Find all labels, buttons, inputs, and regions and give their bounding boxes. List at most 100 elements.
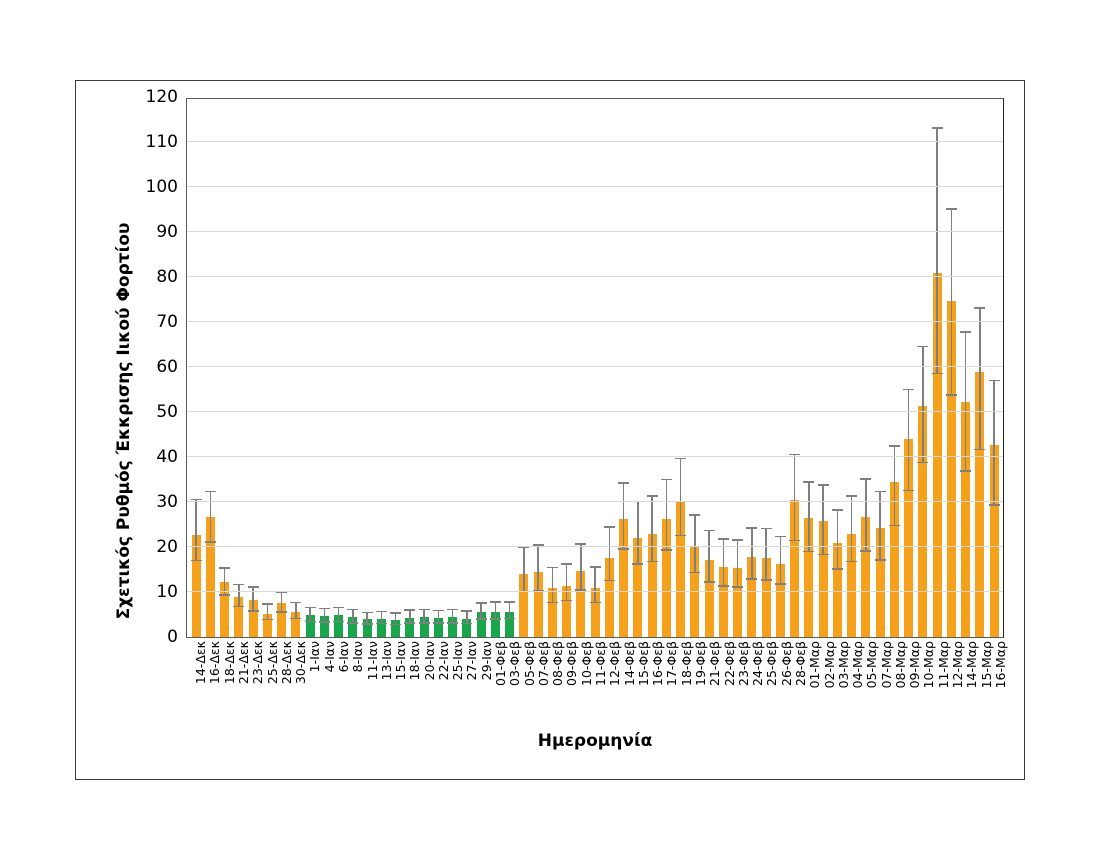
bar-slot[interactable] [203,99,217,637]
bar[interactable] [262,613,272,637]
bar[interactable] [234,596,244,637]
bar-slot[interactable] [987,99,1001,637]
bar-slot[interactable] [275,99,289,637]
bar[interactable] [704,560,714,637]
bar-slot[interactable] [873,99,887,637]
bar[interactable] [676,500,686,637]
bar[interactable] [733,567,743,637]
bar[interactable] [576,571,586,637]
bar[interactable] [533,572,543,637]
bar[interactable] [248,600,258,637]
bar-slot[interactable] [830,99,844,637]
bar[interactable] [918,405,928,637]
bar-slot[interactable] [189,99,203,637]
bar-slot[interactable] [460,99,474,637]
bar-slot[interactable] [417,99,431,637]
bar-slot[interactable] [560,99,574,637]
bar[interactable] [348,617,358,637]
bar-slot[interactable] [332,99,346,637]
bar[interactable] [391,619,401,637]
bar[interactable] [590,588,600,637]
bar-slot[interactable] [517,99,531,637]
bar[interactable] [604,557,614,637]
bar[interactable] [989,445,999,637]
bar-slot[interactable] [474,99,488,637]
bar[interactable] [904,439,914,637]
bar[interactable] [847,533,857,637]
bar-slot[interactable] [716,99,730,637]
bar[interactable] [889,482,899,637]
bar-slot[interactable] [773,99,787,637]
bar-slot[interactable] [930,99,944,637]
bar-slot[interactable] [360,99,374,637]
bar-slot[interactable] [788,99,802,637]
bar[interactable] [761,558,771,637]
bar-slot[interactable] [944,99,958,637]
bar-slot[interactable] [617,99,631,637]
bar-slot[interactable] [531,99,545,637]
bar[interactable] [861,517,871,637]
bar[interactable] [505,611,515,637]
bar[interactable] [932,272,942,637]
bar-slot[interactable] [317,99,331,637]
bar[interactable] [405,617,415,637]
bar-slot[interactable] [959,99,973,637]
bar[interactable] [718,567,728,637]
bar[interactable] [562,586,572,637]
bar-slot[interactable] [246,99,260,637]
bar[interactable] [419,617,429,637]
bar[interactable] [818,520,828,637]
bar[interactable] [961,402,971,637]
bar[interactable] [975,371,985,637]
bar-slot[interactable] [503,99,517,637]
bar-slot[interactable] [816,99,830,637]
bar-slot[interactable] [745,99,759,637]
bar[interactable] [305,615,315,637]
bar-slot[interactable] [659,99,673,637]
bar[interactable] [277,603,287,637]
bar[interactable] [362,619,372,637]
bar-slot[interactable] [645,99,659,637]
bar[interactable] [490,611,500,637]
bar[interactable] [804,518,814,637]
bar-slot[interactable] [688,99,702,637]
bar[interactable] [376,619,386,637]
bar-slot[interactable] [289,99,303,637]
bar[interactable] [832,543,842,637]
bar[interactable] [747,556,757,637]
bar-slot[interactable] [588,99,602,637]
bar-slot[interactable] [859,99,873,637]
bar-slot[interactable] [702,99,716,637]
bar-slot[interactable] [631,99,645,637]
bar-slot[interactable] [545,99,559,637]
bar-slot[interactable] [759,99,773,637]
bar-slot[interactable] [674,99,688,637]
bar-slot[interactable] [218,99,232,637]
bar[interactable] [205,516,215,637]
bar-slot[interactable] [232,99,246,637]
bar[interactable] [191,535,201,637]
bar[interactable] [462,618,472,637]
bar[interactable] [690,547,700,637]
bar-slot[interactable] [303,99,317,637]
bar[interactable] [476,612,486,637]
bar[interactable] [319,616,329,637]
bar[interactable] [291,611,301,637]
bar[interactable] [220,582,230,637]
bar-slot[interactable] [973,99,987,637]
bar-slot[interactable] [403,99,417,637]
bar[interactable] [946,300,956,637]
bar[interactable] [433,618,443,637]
bar-slot[interactable] [902,99,916,637]
bar-slot[interactable] [389,99,403,637]
bar-slot[interactable] [845,99,859,637]
bar-slot[interactable] [446,99,460,637]
bar-slot[interactable] [602,99,616,637]
bar[interactable] [619,519,629,637]
bar[interactable] [790,500,800,637]
bar-slot[interactable] [346,99,360,637]
bar-slot[interactable] [488,99,502,637]
bar[interactable] [519,574,529,637]
bar-slot[interactable] [916,99,930,637]
bar-slot[interactable] [802,99,816,637]
